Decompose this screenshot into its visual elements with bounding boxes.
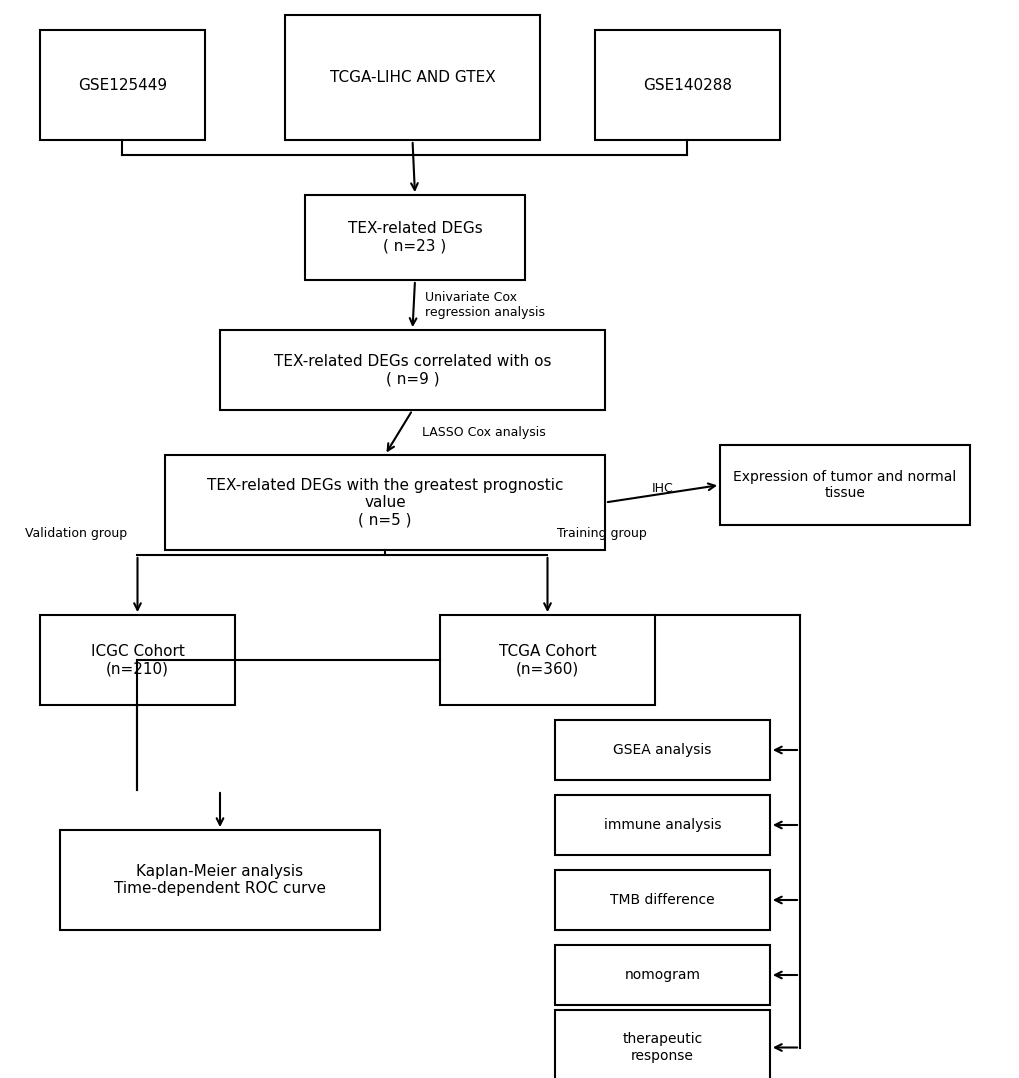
Text: GSE140288: GSE140288 — [642, 78, 732, 93]
Text: immune analysis: immune analysis — [603, 818, 720, 832]
Text: nomogram: nomogram — [624, 968, 700, 982]
Text: GSE125449: GSE125449 — [77, 78, 167, 93]
Bar — [554, 945, 769, 1005]
Bar — [165, 455, 604, 550]
Text: TEX-related DEGs correlated with os
( n=9 ): TEX-related DEGs correlated with os ( n=… — [273, 354, 550, 386]
Text: Univariate Cox
regression analysis: Univariate Cox regression analysis — [425, 291, 544, 319]
Text: Kaplan-Meier analysis
Time-dependent ROC curve: Kaplan-Meier analysis Time-dependent ROC… — [114, 863, 326, 896]
Bar — [719, 445, 969, 525]
Text: TMB difference: TMB difference — [609, 893, 714, 907]
Bar — [554, 794, 769, 855]
Bar — [220, 330, 604, 410]
Bar — [439, 616, 654, 705]
Text: TEX-related DEGs
( n=23 ): TEX-related DEGs ( n=23 ) — [347, 221, 482, 253]
Text: Expression of tumor and normal
tissue: Expression of tumor and normal tissue — [733, 470, 956, 500]
Bar — [284, 15, 539, 140]
Bar — [60, 830, 380, 930]
Text: Validation group: Validation group — [25, 527, 127, 540]
Text: ICGC Cohort
(n=210): ICGC Cohort (n=210) — [91, 644, 184, 676]
Bar — [40, 30, 205, 140]
Text: TCGA-LIHC AND GTEX: TCGA-LIHC AND GTEX — [329, 70, 495, 85]
Text: IHC: IHC — [651, 482, 673, 495]
Bar — [554, 720, 769, 780]
Bar — [305, 195, 525, 280]
Bar — [594, 30, 780, 140]
Text: TEX-related DEGs with the greatest prognostic
value
( n=5 ): TEX-related DEGs with the greatest progn… — [207, 478, 562, 527]
Bar — [554, 870, 769, 930]
Text: TCGA Cohort
(n=360): TCGA Cohort (n=360) — [498, 644, 596, 676]
Text: Training group: Training group — [557, 527, 647, 540]
Text: GSEA analysis: GSEA analysis — [612, 743, 711, 757]
Text: LASSO Cox analysis: LASSO Cox analysis — [422, 426, 546, 439]
Bar — [40, 616, 234, 705]
Text: therapeutic
response: therapeutic response — [622, 1033, 702, 1063]
Bar — [554, 1010, 769, 1078]
